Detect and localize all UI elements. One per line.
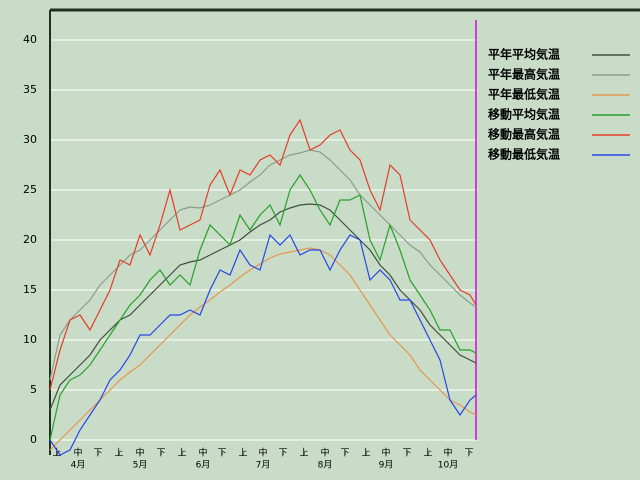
x-tick-label: 下: [402, 449, 411, 459]
x-tick-label: 中: [135, 447, 144, 459]
x-tick-label: 上: [52, 448, 61, 459]
x-tick-label: 下: [217, 449, 226, 459]
x-tick-label: 上: [423, 448, 432, 459]
x-tick-label: 上: [361, 448, 370, 459]
x-tick-label: 下: [156, 449, 165, 459]
y-tick-label: 10: [23, 333, 37, 346]
x-tick-label: 下: [278, 449, 287, 459]
x-tick-label: 中: [73, 447, 82, 459]
legend-label: 平年平均気温: [488, 47, 560, 62]
series-line: [49, 203, 477, 411]
y-tick-label: 40: [23, 33, 37, 46]
x-tick-label: 下: [93, 449, 102, 459]
legend-label: 平年最高気温: [488, 67, 560, 82]
x-tick-label: 下: [464, 449, 473, 459]
x-tick-label: 中: [320, 447, 329, 459]
y-tick-label: 15: [23, 283, 37, 296]
series-line: [49, 233, 477, 456]
month-label: 9月: [379, 460, 394, 471]
x-tick-label: 上: [114, 448, 123, 459]
legend-label: 移動最高気温: [488, 127, 560, 142]
y-tick-label: 25: [23, 183, 37, 196]
x-tick-label: 中: [443, 447, 452, 459]
y-tick-label: 30: [23, 133, 37, 146]
legend-label: 平年最低気温: [488, 87, 560, 102]
series-line: [49, 149, 477, 381]
y-tick-label: 20: [23, 233, 37, 246]
x-tick-label: 上: [299, 448, 308, 459]
month-label: 8月: [318, 460, 333, 471]
month-label: 10月: [438, 460, 458, 471]
month-label: 4月: [71, 460, 86, 471]
series-line: [49, 173, 477, 441]
x-tick-label: 中: [198, 447, 207, 459]
series-line: [49, 247, 477, 451]
series-line: [49, 118, 477, 391]
month-label: 7月: [256, 460, 271, 471]
y-tick-label: 5: [30, 383, 37, 396]
x-tick-label: 下: [340, 449, 349, 459]
y-tick-label: 0: [30, 433, 37, 446]
legend-label: 移動平均気温: [488, 107, 560, 122]
month-label: 6月: [196, 460, 211, 471]
x-tick-label: 中: [381, 447, 390, 459]
x-tick-label: 上: [177, 448, 186, 459]
y-tick-label: 35: [23, 83, 37, 96]
x-tick-label: 上: [238, 448, 247, 459]
legend-label: 移動最低気温: [488, 147, 560, 162]
month-label: 5月: [133, 460, 148, 471]
x-tick-label: 中: [258, 447, 267, 459]
